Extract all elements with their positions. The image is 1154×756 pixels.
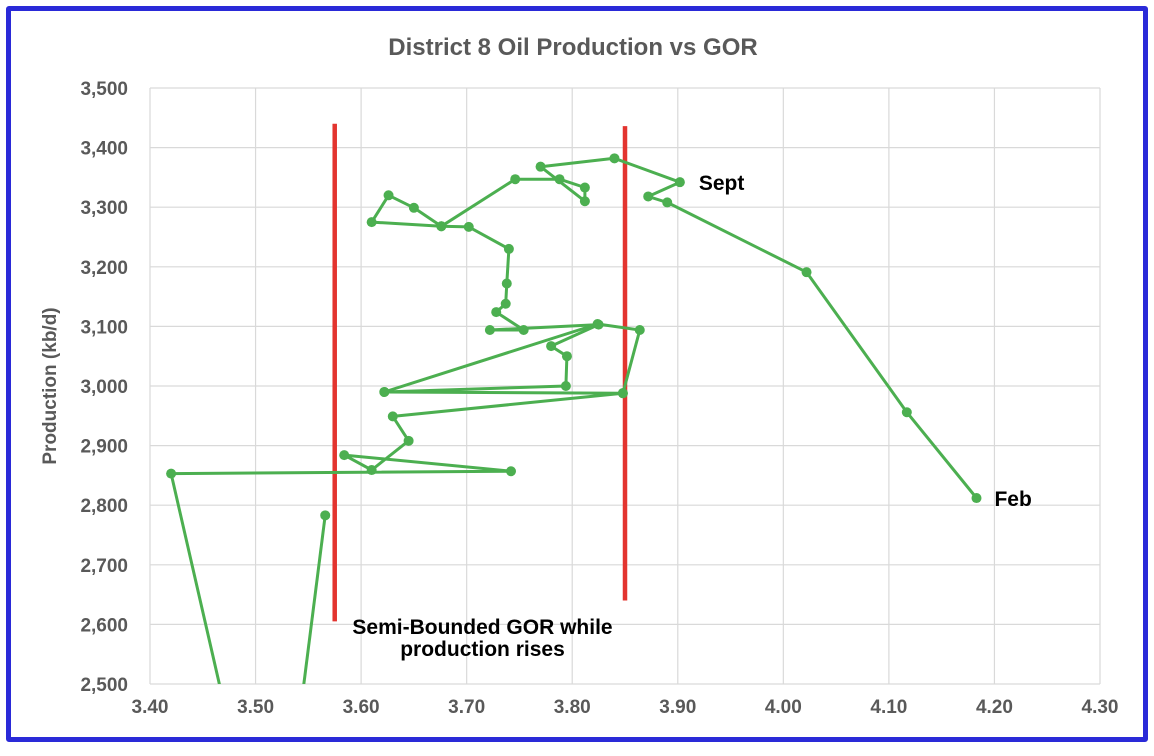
x-tick-label: 3.50	[237, 697, 274, 718]
y-tick-label: 3,500	[80, 79, 128, 100]
data-point	[436, 221, 447, 232]
data-point	[366, 465, 377, 476]
x-tick-label: 4.10	[870, 697, 907, 718]
data-point	[339, 450, 350, 461]
data-point	[366, 217, 377, 228]
data-point	[609, 153, 620, 164]
data-point	[379, 386, 390, 397]
data-point	[560, 381, 571, 391]
data-point	[662, 197, 673, 208]
series-line	[302, 515, 327, 684]
data-point	[971, 493, 982, 504]
y-tick-label: 2,800	[80, 496, 128, 517]
data-point	[674, 177, 685, 188]
y-tick-label: 2,900	[80, 437, 128, 458]
series-line	[383, 322, 642, 394]
annotations: Sept Feb Semi-Bounded GOR whileproduction …	[352, 172, 1031, 661]
x-tick-label: 4.30	[1082, 697, 1119, 718]
x-tick-label: 4.20	[976, 697, 1013, 718]
data-point	[510, 174, 521, 185]
x-tick-label: 3.40	[132, 697, 169, 718]
data-point	[506, 466, 516, 477]
data-point	[500, 298, 511, 309]
x-tick-label: 3.60	[343, 697, 380, 718]
data-point	[518, 324, 529, 335]
annotation-label: Feb	[994, 488, 1031, 511]
data-point	[501, 278, 512, 289]
chart-frame	[6, 6, 1148, 742]
data-point	[387, 411, 398, 422]
y-tick-label: 3,100	[80, 317, 128, 338]
y-tick-label: 3,400	[80, 139, 128, 160]
data-point	[463, 221, 474, 232]
x-tick-label: 4.00	[765, 697, 802, 718]
data-point	[503, 243, 514, 254]
data-point	[408, 202, 419, 213]
y-axis-label: Production (kb/d)	[40, 307, 61, 464]
y-tick-label: 3,000	[80, 377, 128, 398]
annotation-label: production rises	[400, 638, 565, 661]
x-tick-label: 3.80	[554, 697, 591, 718]
x-tick-label: 3.70	[448, 697, 485, 718]
data-point	[484, 324, 495, 335]
x-tick-label: 3.90	[659, 697, 696, 718]
data-point	[561, 351, 572, 362]
data-point	[383, 190, 394, 201]
series-line	[169, 156, 978, 684]
data-point	[579, 182, 590, 193]
data-point	[535, 161, 546, 172]
y-tick-label: 2,500	[80, 675, 128, 696]
y-tick-label: 2,700	[80, 556, 128, 577]
data-point	[546, 341, 557, 352]
data-point	[166, 468, 177, 479]
data-point	[801, 267, 812, 278]
data-point	[491, 307, 502, 318]
y-tick-label: 3,300	[80, 198, 128, 219]
data-point	[403, 435, 414, 446]
gor-bound-lines	[332, 123, 628, 622]
annotation-label: Semi-Bounded GOR while	[352, 616, 612, 639]
data-point	[643, 191, 654, 202]
data-point	[592, 319, 603, 330]
data-point	[320, 510, 331, 521]
production-series	[166, 153, 982, 684]
data-point	[617, 388, 628, 399]
data-point	[554, 174, 565, 185]
annotation-label: Sept	[699, 172, 745, 195]
data-point	[634, 324, 645, 335]
data-point	[579, 196, 590, 207]
y-tick-label: 2,600	[80, 615, 128, 636]
data-point	[901, 407, 912, 418]
chart-title: District 8 Oil Production vs GOR	[388, 34, 757, 61]
y-tick-label: 3,200	[80, 258, 128, 279]
tick-labels: 3.40 3.50 3.60 3.70 3.80 3.90 4.00 4.10 4.20 4.30…	[80, 79, 1118, 718]
